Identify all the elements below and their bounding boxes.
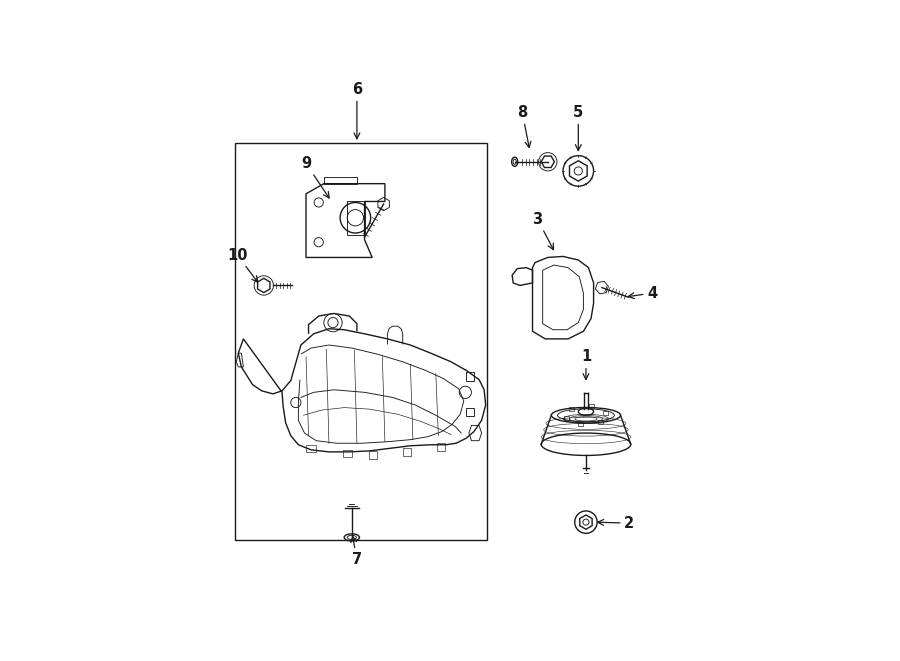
Text: 10: 10 [227, 248, 257, 282]
Text: 2: 2 [598, 516, 634, 531]
Text: 1: 1 [580, 350, 591, 379]
Text: 5: 5 [573, 105, 583, 151]
Text: 8: 8 [518, 105, 531, 147]
Text: 4: 4 [628, 286, 657, 301]
Text: 9: 9 [301, 156, 329, 198]
Text: 7: 7 [351, 537, 362, 566]
Text: 3: 3 [533, 212, 554, 250]
Text: 6: 6 [352, 82, 362, 139]
Bar [235, 143, 487, 540]
